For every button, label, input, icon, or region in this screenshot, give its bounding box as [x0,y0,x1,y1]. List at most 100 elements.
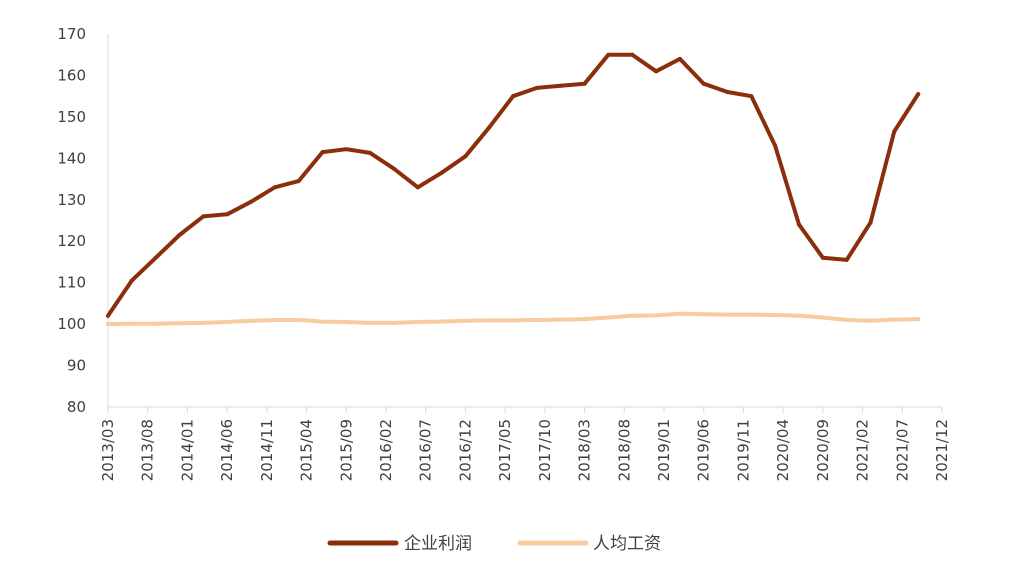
series-layer [106,52,921,327]
data-point-s1-13 [415,320,420,324]
data-point-s1-34 [916,317,921,322]
data-point-s0-27 [749,94,754,99]
data-point-s0-9 [320,150,325,155]
data-point-s1-15 [463,318,468,323]
y-tick-label-110: 110 [57,274,86,292]
data-point-s1-33 [892,317,897,322]
data-point-s1-5 [225,320,230,324]
data-point-s1-9 [320,319,325,324]
data-point-s0-13 [415,185,420,190]
data-point-s0-15 [463,154,468,159]
y-tick-label-160: 160 [57,66,86,84]
y-tick-label-90: 90 [67,357,86,375]
data-point-s0-26 [725,90,730,94]
data-point-s1-27 [749,312,754,317]
x-tick-label-2013-08: 2013/08 [139,419,157,481]
data-point-s1-21 [606,315,611,320]
data-point-s1-25 [701,312,706,317]
x-tick-label-2019-06: 2019/06 [695,419,713,481]
data-point-s1-0 [106,322,110,327]
x-tick-label-2017-10: 2017/10 [536,419,554,481]
data-point-s1-2 [153,321,158,326]
y-tick-label-80: 80 [67,398,86,416]
data-point-s0-25 [701,81,706,86]
data-point-s0-17 [511,94,516,99]
x-tick-label-2021-02: 2021/02 [854,419,872,481]
data-point-s0-28 [773,143,778,148]
data-point-s0-16 [487,125,492,130]
data-point-s0-3 [177,233,182,237]
x-tick-label-2016-07: 2016/07 [417,419,435,481]
data-point-s1-8 [296,318,301,322]
data-point-s0-2 [153,255,158,260]
legend-label-0: 企业利润 [404,534,472,554]
x-tick-label-2021-07: 2021/07 [893,419,911,481]
data-point-s0-18 [534,85,539,90]
data-point-s0-34 [916,92,921,97]
data-point-s1-12 [391,320,396,325]
x-tick-label-2015-09: 2015/09 [337,419,355,481]
data-point-s1-6 [249,318,253,323]
x-tick-label-2019-01: 2019/01 [655,419,673,481]
data-point-s0-10 [344,147,349,152]
data-point-s0-22 [630,52,635,57]
data-point-s0-7 [272,185,277,190]
data-point-s1-4 [201,320,206,325]
data-point-s0-30 [820,255,825,260]
data-point-s0-5 [225,212,230,217]
x-tick-label-2014-11: 2014/11 [258,419,276,481]
x-tick-label-2020-09: 2020/09 [814,419,832,481]
data-point-s1-30 [820,315,825,320]
y-tick-label-120: 120 [57,232,86,250]
data-point-s0-12 [391,166,396,171]
data-point-s1-17 [511,318,516,323]
y-tick-label-130: 130 [57,191,86,209]
data-point-s0-33 [892,129,897,134]
data-point-s1-7 [272,318,277,322]
data-point-s1-32 [868,318,873,323]
axis-layer: 80 90 100 110 120 130 140 150 160 170 2013/03 2013/… [57,25,951,481]
data-point-s0-24 [677,56,682,61]
x-tick-label-2018-08: 2018/08 [615,419,633,481]
data-point-s0-21 [606,52,611,57]
data-point-s1-11 [368,320,373,325]
y-tick-label-150: 150 [57,108,86,126]
data-point-s0-6 [249,199,253,204]
x-tick-label-2020-04: 2020/04 [774,419,792,481]
data-point-s1-23 [654,313,659,318]
data-point-s1-26 [725,312,730,317]
data-point-s1-31 [844,318,849,322]
data-point-s1-28 [773,313,778,317]
x-tick-label-2014-06: 2014/06 [218,419,236,481]
y-tick-label-100: 100 [57,315,86,333]
x-tick-label-2015-04: 2015/04 [298,419,316,481]
x-tick-label-2021-12: 2021/12 [933,419,951,481]
data-point-s0-11 [368,150,373,155]
data-point-s1-14 [439,319,444,324]
x-tick-label-2014-01: 2014/01 [178,419,196,481]
x-tick-label-2018-03: 2018/03 [576,419,594,481]
data-point-s0-1 [129,278,134,283]
y-tick-label-170: 170 [57,25,86,43]
data-point-s1-1 [129,321,134,326]
legend: 企业利润 人均工资 [327,534,661,554]
data-point-s1-24 [677,311,682,316]
data-point-s0-4 [201,214,206,219]
data-point-s1-18 [534,318,539,322]
x-tick-label-2019-11: 2019/11 [734,419,752,481]
x-tick-label-2013-03: 2013/03 [99,419,117,481]
x-tick-label-2016-02: 2016/02 [377,419,395,481]
series-line-0 [106,52,921,318]
legend-label-1: 人均工资 [593,534,661,554]
data-point-s1-3 [177,321,182,326]
data-point-s0-19 [558,83,563,88]
data-point-s0-20 [582,81,587,86]
data-point-s1-19 [558,317,563,322]
data-point-s0-23 [654,69,659,74]
x-tick-label-2016-12: 2016/12 [456,419,474,481]
data-point-s0-8 [296,179,301,184]
data-point-s0-29 [797,222,801,227]
data-point-s1-20 [582,317,587,322]
